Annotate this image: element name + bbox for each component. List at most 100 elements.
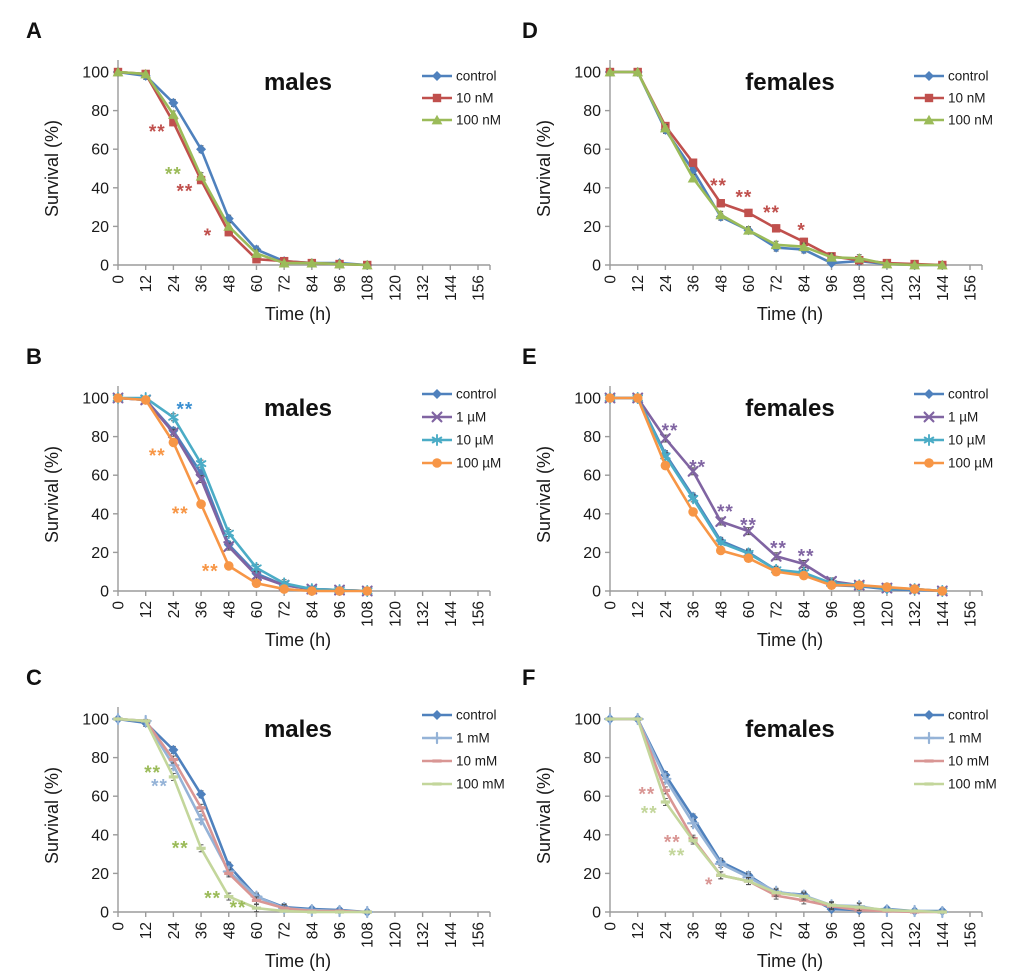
x-tick-label: 72 — [277, 601, 294, 618]
x-tick-label: 132 — [907, 275, 924, 301]
y-tick-label: 60 — [583, 142, 601, 159]
x-marker — [742, 525, 754, 537]
series-line — [117, 70, 368, 267]
significance-marker: ** — [165, 164, 182, 185]
x-tick-label: 0 — [603, 275, 620, 284]
x-tick-label: 108 — [360, 275, 377, 301]
series-line — [610, 717, 943, 914]
triangle-marker — [770, 239, 782, 250]
significance-marker: ** — [798, 546, 815, 567]
triangle-marker — [195, 171, 207, 181]
survival-chart-F: F 0 20 40 60 80 100 0 12 24 36 48 60 72 84 96 108 120 132 1… — [522, 665, 997, 971]
y-axis-title: Survival (%) — [534, 767, 554, 864]
x-tick-label: 84 — [796, 275, 813, 293]
x-tick-label: 0 — [111, 275, 128, 284]
y-axis-title: Survival (%) — [42, 120, 62, 217]
significance-marker: ** — [172, 838, 189, 859]
x-tick-label: 84 — [304, 601, 321, 619]
x-tick-label: 120 — [879, 275, 896, 301]
x-tick-label: 60 — [249, 601, 266, 619]
x-tick-label: 72 — [277, 275, 294, 292]
x-axis-title: Time (h) — [757, 951, 823, 971]
panel-letter: A — [26, 18, 42, 43]
y-tick-label: 100 — [574, 712, 601, 729]
dash-marker — [334, 910, 345, 914]
circle-marker — [799, 570, 809, 581]
y-tick-label: 80 — [91, 103, 109, 120]
circle-marker — [334, 586, 345, 596]
x-tick-label: 36 — [686, 601, 703, 618]
square-marker — [771, 224, 781, 233]
x-tick-label: 24 — [658, 922, 675, 940]
triangle-marker — [140, 68, 152, 79]
asterisk-marker — [431, 436, 443, 444]
significance-marker: ** — [202, 562, 219, 583]
dash-marker — [224, 871, 234, 875]
square-marker — [432, 93, 442, 103]
x-tick-label: 108 — [852, 922, 869, 948]
chart-title: females — [745, 69, 834, 96]
dash-marker — [279, 906, 289, 910]
dash-marker — [224, 894, 234, 899]
triangle-marker — [923, 114, 935, 125]
circle-marker — [882, 582, 892, 592]
dash-marker — [196, 806, 206, 810]
circle-marker — [771, 566, 781, 577]
x-tick-label: 72 — [769, 601, 786, 618]
dash-marker — [924, 759, 934, 763]
dash-marker — [168, 775, 178, 779]
x-tick-label: 84 — [796, 601, 813, 619]
x-tick-label: 24 — [166, 922, 183, 940]
dash-marker — [716, 873, 726, 877]
significance-marker: ** — [144, 763, 161, 784]
diamond-marker — [168, 744, 179, 755]
series-line — [117, 396, 368, 593]
y-tick-label: 20 — [91, 866, 109, 883]
dash-marker — [279, 909, 289, 913]
x-tick-label: 108 — [360, 601, 377, 627]
significance-marker: ** — [639, 784, 656, 805]
triangle-marker — [223, 221, 235, 231]
series-line — [610, 396, 943, 593]
circle-marker — [688, 507, 698, 517]
y-axis-title: Survival (%) — [42, 767, 62, 864]
circle-marker — [924, 458, 934, 468]
significance-marker: ** — [177, 400, 194, 421]
x-axis-title: Time (h) — [757, 304, 823, 324]
chart-title: males — [264, 395, 332, 422]
y-tick-label: 100 — [574, 391, 601, 408]
x-tick-label: 48 — [713, 275, 730, 292]
x-tick-label: 120 — [879, 922, 896, 948]
x-tick-label: 12 — [630, 922, 647, 939]
significance-marker: * — [705, 875, 713, 896]
x-tick-label: 60 — [741, 601, 758, 619]
y-tick-label: 100 — [82, 65, 109, 82]
significance-marker: ** — [204, 888, 221, 909]
diamond-marker — [924, 389, 934, 399]
circle-marker — [223, 561, 234, 571]
x-tick-label: 48 — [713, 601, 730, 618]
x-tick-label: 144 — [443, 601, 460, 627]
significance-marker: ** — [172, 504, 189, 525]
legend-label: 10 mM — [456, 754, 497, 769]
circle-marker — [632, 393, 643, 403]
x-tick-label: 60 — [249, 922, 266, 940]
legend-label: 100 nM — [948, 113, 993, 128]
x-marker — [770, 550, 782, 562]
significance-marker: ** — [641, 804, 658, 825]
circle-marker — [937, 586, 948, 596]
y-tick-label: 80 — [91, 750, 109, 767]
x-tick-label: 0 — [111, 922, 128, 931]
dash-marker — [113, 717, 123, 721]
y-tick-label: 20 — [91, 219, 109, 236]
x-tick-label: 72 — [769, 275, 786, 292]
x-tick-label: 132 — [415, 601, 432, 627]
triangle-marker — [936, 259, 948, 270]
series-line — [610, 70, 943, 267]
significance-marker: ** — [763, 203, 780, 224]
x-tick-label: 48 — [221, 601, 238, 618]
dash-marker — [854, 905, 864, 909]
x-tick-label: 132 — [415, 275, 432, 301]
x-tick-label: 24 — [166, 275, 183, 293]
y-tick-label: 0 — [592, 905, 601, 922]
